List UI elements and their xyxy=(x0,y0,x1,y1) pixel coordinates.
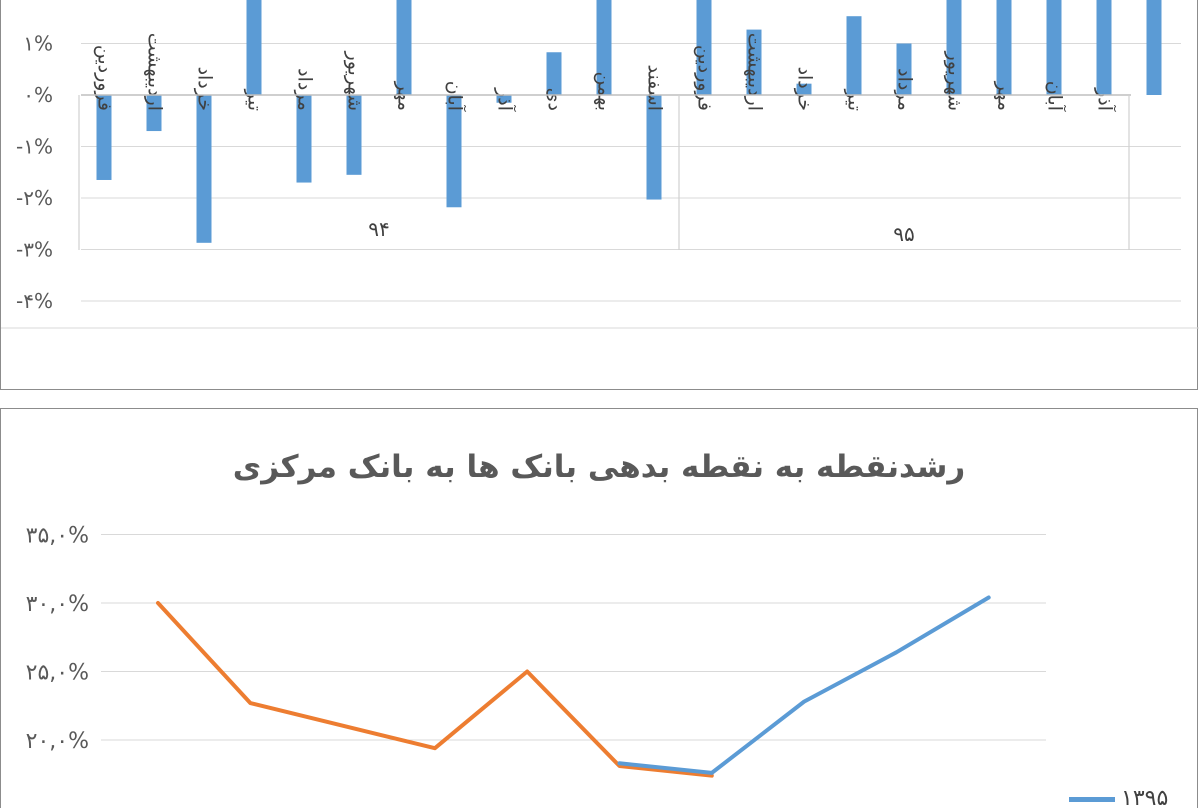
monthly-change-chart-panel: ۱% ۰% -۱% -۲% -۳% -۴% فروردین اردیبهشت خرداد تیر م… xyxy=(0,0,1199,390)
category-label: خرداد xyxy=(794,67,816,111)
bar xyxy=(646,95,662,200)
category-label: خرداد xyxy=(194,67,216,111)
category-label: مرداد xyxy=(294,68,316,111)
category-label: شهریور xyxy=(344,51,366,111)
bar xyxy=(446,95,462,208)
bar xyxy=(896,43,912,95)
bar xyxy=(346,95,362,175)
y-tick-label: -۳% xyxy=(16,238,53,262)
category-label: فروردین xyxy=(694,45,716,111)
category-label: شهریور xyxy=(944,51,966,111)
bar xyxy=(296,95,312,183)
category-label: فروردین xyxy=(94,45,116,111)
y-tick-label: ۳۵,۰% xyxy=(26,524,89,549)
bar xyxy=(546,52,562,95)
debt-growth-line-chart: ۳۵,۰% ۳۰,۰% ۲۵,۰% ۲۰,۰% ۱۳۹۵ xyxy=(26,524,1169,809)
y-tick-label: ۲۵,۰% xyxy=(26,661,89,686)
series-line xyxy=(617,595,991,775)
bar xyxy=(196,95,212,243)
y-tick-label: ۱% xyxy=(23,32,53,56)
bar xyxy=(396,0,412,95)
category-label: اسفند xyxy=(644,64,666,111)
bar xyxy=(946,0,962,95)
category-label: آذر xyxy=(494,87,518,112)
series-line xyxy=(156,601,714,778)
bar xyxy=(146,95,162,132)
category-label: آبان xyxy=(444,81,468,112)
category-label: آذر xyxy=(1094,87,1118,112)
category-label: تیر xyxy=(244,88,266,111)
y-tick-label: -۴% xyxy=(16,289,53,313)
bar xyxy=(96,95,112,180)
legend-label: ۱۳۹۵ xyxy=(1121,786,1168,809)
y-tick-label: -۱% xyxy=(16,135,53,159)
category-label: آبان xyxy=(1044,81,1068,112)
bar xyxy=(1146,0,1162,95)
bar xyxy=(1096,0,1112,95)
group-label: ۹۵ xyxy=(893,222,914,246)
debt-growth-chart-panel: رشدنقطه به نقطه بدهی بانک ها به بانک مرک… xyxy=(0,408,1198,809)
y-tick-label: -۲% xyxy=(16,186,53,210)
y-tick-label: ۰% xyxy=(23,83,53,107)
bar xyxy=(996,0,1012,95)
category-label: مرداد xyxy=(894,68,916,111)
category-label: تیر xyxy=(844,88,866,111)
category-label: مهر xyxy=(394,81,416,111)
category-label: دی xyxy=(544,88,566,111)
category-label: مهر xyxy=(994,81,1016,111)
monthly-change-chart: ۱% ۰% -۱% -۲% -۳% -۴% فروردین اردیبهشت خرداد تیر م… xyxy=(1,0,1199,329)
category-label: اردیبهشت xyxy=(744,33,766,111)
y-tick-label: ۳۰,۰% xyxy=(26,592,89,617)
category-label: اردیبهشت xyxy=(144,33,166,111)
bar xyxy=(596,0,612,95)
bar xyxy=(1046,0,1062,95)
bar xyxy=(696,0,712,95)
y-tick-label: ۲۰,۰% xyxy=(26,729,89,754)
bar xyxy=(746,29,762,95)
bar xyxy=(246,0,262,95)
bar xyxy=(846,16,862,95)
bar xyxy=(796,83,812,95)
category-label: بهمن xyxy=(594,72,616,112)
chart-title: رشدنقطه به نقطه بدهی بانک ها به بانک مرک… xyxy=(232,449,966,485)
group-label: ۹۴ xyxy=(368,217,389,241)
bar xyxy=(496,95,512,103)
